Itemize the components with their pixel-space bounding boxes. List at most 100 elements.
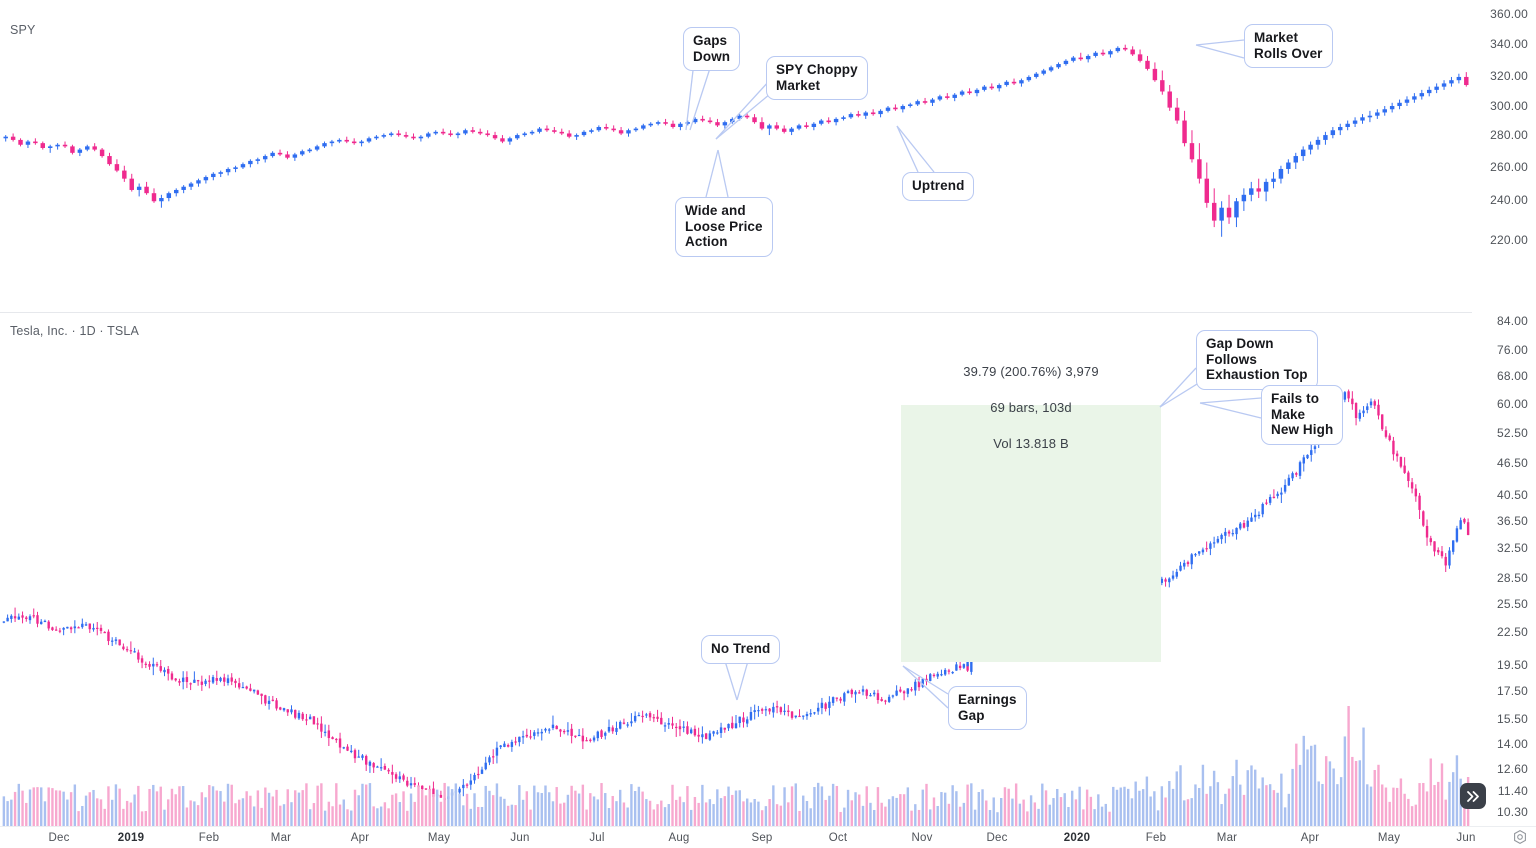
- candle-spy-81: [604, 123, 609, 131]
- candle-spy-31: [233, 165, 238, 173]
- candle-tsla-249: [932, 673, 936, 678]
- callout-fails-to-make-new-high-leader-0: [1199, 397, 1262, 404]
- volume-bar-102: [383, 802, 387, 826]
- candle-tsla-311: [1164, 577, 1167, 587]
- volume-bar-164: [615, 801, 618, 826]
- time-scale[interactable]: Dec 2019 Feb Mar Apr May Jun Jul Aug Sep Oct Nov Dec…: [0, 826, 1536, 848]
- candle-spy-3: [25, 139, 31, 148]
- candle-spy-36: [270, 151, 275, 158]
- volume-bar-163: [611, 795, 614, 826]
- volume-bar-283: [1059, 797, 1063, 826]
- volume-bar-11: [43, 801, 47, 826]
- candle-spy-97: [722, 120, 728, 129]
- volume-bar-129: [484, 785, 487, 826]
- volume-bar-142: [533, 785, 536, 826]
- candle-tsla-16: [62, 627, 65, 636]
- candle-tsla-51: [193, 671, 196, 683]
- candle-tsla-369: [1381, 414, 1384, 432]
- candle-tsla-144: [540, 728, 543, 741]
- price-tick-tsla-7: 36.50: [1496, 514, 1528, 528]
- volume-bar-17: [66, 799, 69, 826]
- candle-spy-8: [62, 141, 68, 148]
- volume-bar-182: [682, 802, 685, 826]
- candle-tsla-70: [264, 694, 267, 706]
- candle-spy-148: [1100, 49, 1106, 56]
- volume-bar-236: [884, 806, 887, 826]
- candle-spy-70: [522, 131, 527, 137]
- candle-tsla-333: [1246, 517, 1249, 532]
- candle-spy-56: [418, 135, 424, 142]
- candle-tsla-143: [536, 728, 540, 737]
- price-tick-tsla-5: 46.50: [1496, 456, 1528, 470]
- callout-uptrend[interactable]: Uptrend: [902, 172, 975, 201]
- candle-spy-111: [826, 117, 831, 124]
- volume-bar-230: [861, 805, 865, 826]
- callout-market-rolls-over[interactable]: Market Rolls Over: [1244, 24, 1333, 68]
- chart-pane-tsla[interactable]: [0, 313, 1536, 826]
- callout-wide-loose-price-action[interactable]: Wide and Loose Price Action: [675, 197, 773, 257]
- volume-bar-123: [462, 805, 465, 826]
- candle-spy-14: [107, 152, 112, 166]
- candle-tsla-44: [167, 665, 170, 681]
- volume-bar-171: [641, 791, 644, 826]
- volume-bar-3: [13, 791, 17, 826]
- pane-divider[interactable]: [0, 312, 1536, 313]
- volume-bar-30: [114, 784, 118, 826]
- volume-bar-113: [424, 795, 428, 826]
- volume-bar-325: [1216, 782, 1220, 826]
- target-icon[interactable]: [1512, 829, 1528, 845]
- callout-earnings-gap[interactable]: Earnings Gap: [948, 686, 1027, 730]
- callout-no-trend[interactable]: No Trend: [701, 635, 781, 664]
- candle-spy-80: [596, 125, 602, 132]
- candle-tsla-74: [279, 706, 282, 711]
- candle-tsla-142: [533, 730, 536, 740]
- volume-bar-192: [719, 798, 723, 826]
- pane-legend-tsla[interactable]: Tesla, Inc. · 1D · TSLA: [10, 324, 139, 338]
- volume-bar-228: [854, 792, 857, 826]
- volume-bar-197: [738, 790, 741, 826]
- candle-spy-125: [930, 97, 935, 107]
- pane-legend-spy[interactable]: SPY: [10, 23, 36, 37]
- candle-spy-132: [982, 85, 987, 92]
- volume-bar-306: [1145, 776, 1149, 826]
- volume-bar-291: [1089, 796, 1093, 826]
- volume-bar-80: [301, 790, 304, 826]
- callout-gap-down-follows-exhaustion-top[interactable]: Gap Down Follows Exhaustion Top: [1196, 330, 1318, 390]
- candle-tsla-195: [731, 716, 734, 730]
- volume-bar-24: [92, 789, 95, 826]
- candle-tsla-0: [2, 621, 6, 624]
- candle-spy-107: [796, 123, 802, 131]
- volume-bar-19: [73, 784, 77, 826]
- double-chevron-right-icon: [1466, 790, 1479, 802]
- price-tick-spy-1: 340.00: [1490, 37, 1528, 51]
- candle-spy-128: [952, 93, 957, 102]
- callout-spy-choppy-market[interactable]: SPY Choppy Market: [766, 56, 868, 100]
- candle-tsla-12: [47, 620, 50, 631]
- scroll-to-realtime-button[interactable]: [1460, 783, 1486, 809]
- time-tick-feb-14: Feb: [1145, 832, 1167, 844]
- volume-bar-98: [368, 783, 372, 826]
- volume-bar-71: [267, 792, 271, 826]
- volume-bar-66: [249, 795, 252, 826]
- price-scale[interactable]: 360.00 340.00 320.00 300.00 280.00 260.00 240.…: [1472, 0, 1536, 826]
- candle-tsla-192: [719, 722, 723, 738]
- candle-tsla-141: [529, 729, 532, 740]
- measurement-tool-box[interactable]: [901, 405, 1161, 662]
- candle-tsla-23: [88, 623, 91, 633]
- callout-fails-to-make-new-high[interactable]: Fails to Make New High: [1261, 385, 1344, 445]
- candle-tsla-206: [772, 702, 775, 718]
- candle-tsla-223: [835, 697, 839, 702]
- volume-bar-152: [570, 785, 573, 826]
- callout-gaps-down[interactable]: Gaps Down: [683, 27, 741, 71]
- volume-bar-31: [118, 788, 121, 826]
- candle-tsla-7: [28, 614, 32, 624]
- chart-pane-spy[interactable]: SPY: [0, 0, 1536, 312]
- candle-tsla-220: [824, 702, 827, 712]
- candle-tsla-383: [1433, 541, 1436, 557]
- candle-spy-38: [285, 151, 290, 160]
- candle-tsla-246: [921, 678, 924, 689]
- volume-bar-172: [645, 799, 648, 826]
- volume-bar-141: [529, 809, 532, 826]
- candle-spy-55: [411, 133, 416, 140]
- volume-bar-372: [1392, 787, 1395, 826]
